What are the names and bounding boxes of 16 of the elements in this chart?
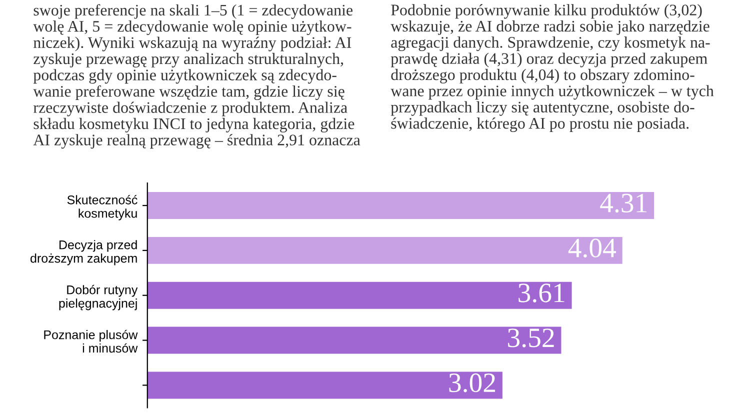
bar: [147, 326, 562, 354]
text: Podobnie porównywanie kilku produktów (3,02) wskazuje, że AI dobrze radzi sobie jako narzędzie agregacji danych. Sprawdzenie, czy kosmetyk na- prawdę działa (4,31) oraz decyzja przed zakupem droższego produktu (4,04) to obszary zdomino- wane przez opinie innych użytkowniczek – w tych przypadkach liczy się autentyczne, osobiste do- świadczenie, którego AI po prostu nie posiada.: [390, 4, 714, 132]
y-tick-label: Skuteczność kosmetyku: [67, 195, 138, 220]
bar: [147, 372, 502, 399]
data-label: 4.31: [600, 194, 647, 213]
data-label: 3.52: [508, 328, 554, 348]
y-tick-label: Poznanie plusów i minusów: [44, 330, 138, 353]
bar: [147, 192, 654, 219]
text: swoje preferencje na skali 1–5 (1 = zdecydowanie wolę AI, 5 = zdecydowanie wolę opinie użytkow- niczek). Wyniki wskazują na wyraźny podział: AI zyskuje przewagę przy analizach strukturalnych, podczas gdy opinie użytkowniczek są zdecydo- wanie preferowane wszędzie tam, gdzie liczy się rzeczywiste doświadczenie z produktem. Analiza składu kosmetyku INCI to jedyna kategoria, gdzie AI zyskuje realną przewagę – średnia 2,91 oznacza: [33, 4, 360, 149]
data-label: 3.61: [518, 284, 564, 302]
data-label: 3.02: [449, 373, 496, 392]
bar: [147, 236, 622, 264]
y-tick-label: Dobór rutyny pielęgnacyjnej: [59, 284, 138, 310]
data-label: 4.04: [568, 238, 616, 258]
y-tick-label: Decyzja przed droższym zakupem: [30, 240, 137, 266]
bar: [147, 282, 572, 309]
